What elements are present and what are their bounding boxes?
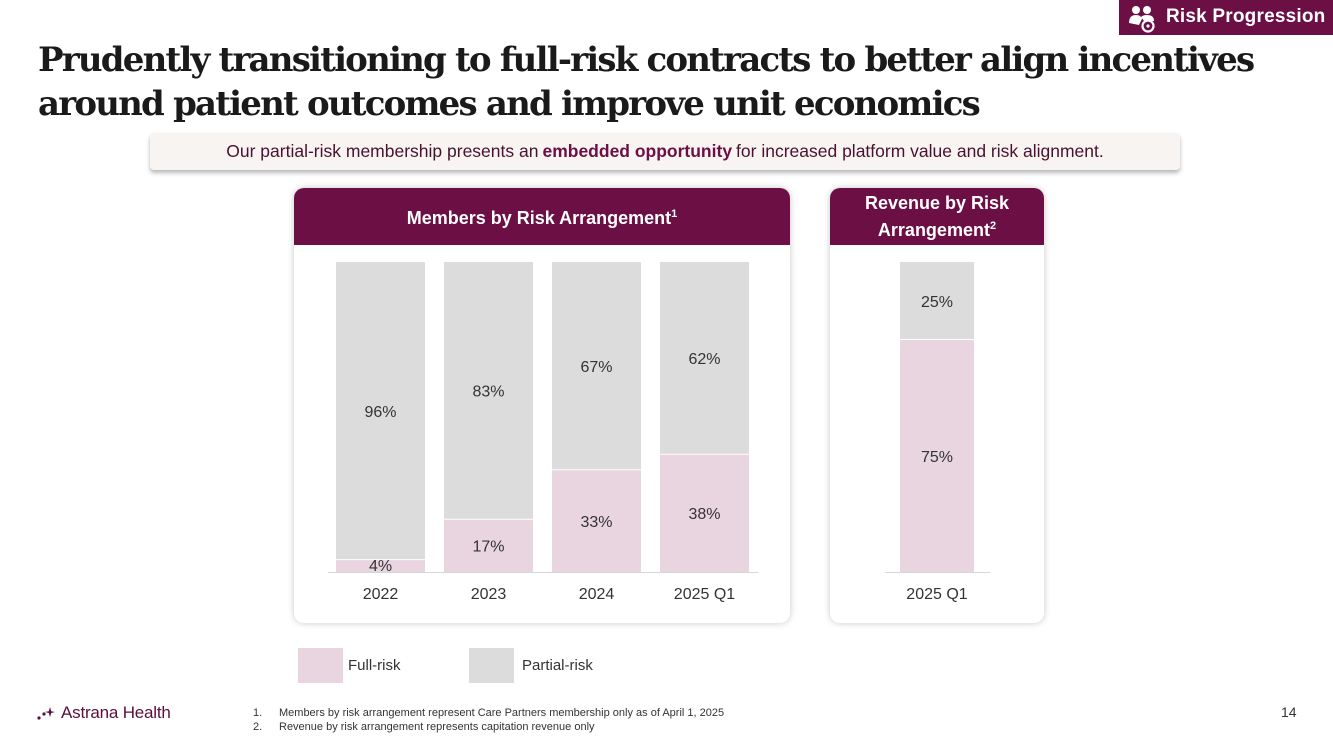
revenue-chart-panel: Revenue by Risk Arrangement2 75% 25% 2025 … — [830, 188, 1044, 623]
revenue-chart: 75% 25% 2025 Q1 — [885, 262, 990, 603]
page-title: Prudently transitioning to full-risk con… — [38, 40, 1255, 124]
bar-partial-risk-2023 — [444, 262, 533, 520]
footnote-2-text: Revenue by risk arrangement represents c… — [279, 721, 595, 733]
company-logo-text: Astrana Health — [61, 703, 171, 722]
data-label-partial-risk-2025-q1: 62% — [688, 351, 720, 368]
bar-partial-risk-2022 — [336, 262, 425, 560]
callout-text-bold: embedded opportunity — [542, 141, 733, 161]
data-label-full-risk-2023: 17% — [472, 539, 504, 556]
footnote-2-number: 2. — [253, 721, 263, 733]
revenue-chart-title: Revenue by Risk Arrangement2 — [830, 188, 1044, 245]
section-tag-label: Risk Progression — [1166, 6, 1326, 27]
footnote-1-number: 1. — [253, 707, 263, 719]
legend-swatch-partial-risk — [469, 648, 514, 683]
footnote-2: 2. Revenue by risk arrangement represent… — [253, 720, 724, 734]
page-number: 14 — [1281, 704, 1297, 720]
x-tick-label-2025-q1: 2025 Q1 — [906, 586, 967, 603]
footnote-1: 1. Members by risk arrangement represent… — [253, 706, 724, 720]
data-label-full-risk-2025-q1: 38% — [688, 506, 720, 523]
x-tick-label-2025-q1: 2025 Q1 — [674, 586, 735, 603]
data-label-full-risk-2024: 33% — [580, 514, 612, 531]
revenue-chart-title-text: Revenue by Risk Arrangement — [864, 192, 1010, 240]
data-label-partial-risk-2025-q1: 25% — [921, 294, 953, 311]
callout-box: Our partial-risk membership presents an … — [150, 133, 1180, 170]
revenue-chart-title-footnote: 2 — [989, 219, 997, 232]
legend-label-full-risk: Full-risk — [348, 657, 401, 674]
legend-label-partial-risk: Partial-risk — [522, 657, 593, 674]
legend-swatch-full-risk — [298, 648, 343, 683]
data-label-full-risk-2022: 4% — [369, 558, 392, 575]
members-chart-title-text: Members by Risk Arrangement — [406, 208, 672, 228]
data-label-full-risk-2025-q1: 75% — [921, 449, 953, 466]
bar-full-risk-2023 — [444, 519, 533, 572]
x-tick-label-2023: 2023 — [471, 586, 507, 603]
data-label-partial-risk-2022: 96% — [364, 404, 396, 421]
bar-full-risk-2024 — [552, 469, 641, 572]
bar-full-risk-2022 — [336, 559, 425, 572]
people-group-icon — [1129, 6, 1155, 33]
footnote-1-text: Members by risk arrangement represent Ca… — [279, 707, 725, 719]
callout-text-pre: Our partial-risk membership presents an — [226, 141, 539, 161]
company-logo: Astrana Health — [37, 702, 171, 724]
bar-partial-risk-2025-q1 — [900, 262, 974, 340]
data-label-partial-risk-2023: 83% — [472, 384, 504, 401]
x-tick-label-2022: 2022 — [363, 586, 399, 603]
members-chart-title-footnote: 1 — [671, 208, 678, 220]
x-tick-label-2024: 2024 — [579, 586, 615, 603]
members-chart: 4% 96% 2022 17% 83% 2023 33% 67% 2024 38% 62% 2025 … — [328, 262, 758, 603]
data-label-partial-risk-2024: 67% — [580, 359, 612, 376]
callout-text-post: for increased platform value and risk al… — [736, 141, 1104, 161]
bar-full-risk-2025-q1 — [660, 454, 749, 572]
footnotes: 1. Members by risk arrangement represent… — [253, 706, 724, 734]
sparkle-dots-icon — [37, 707, 55, 720]
bar-full-risk-2025-q1 — [900, 339, 974, 572]
bar-partial-risk-2025-q1 — [660, 262, 749, 455]
bar-partial-risk-2024 — [552, 262, 641, 470]
members-chart-panel: Members by Risk Arrangement1 4% 96% 2022 17… — [294, 188, 790, 623]
section-tag: Risk Progression — [1119, 0, 1333, 35]
members-chart-title: Members by Risk Arrangement1 — [294, 188, 790, 245]
